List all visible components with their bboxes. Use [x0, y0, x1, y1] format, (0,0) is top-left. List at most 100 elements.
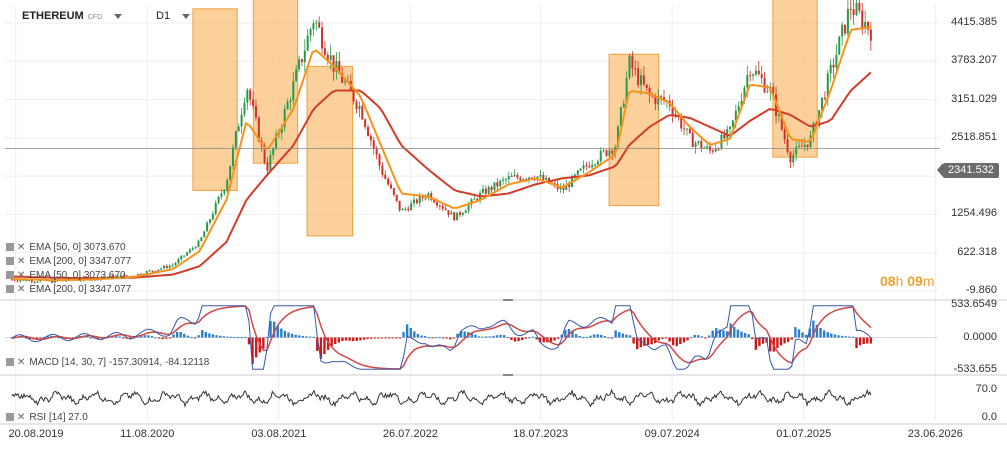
candle-countdown: 08h 09m — [880, 273, 935, 289]
timeframe-selector[interactable]: D1 — [156, 10, 191, 22]
candle-body — [318, 22, 321, 28]
close-icon[interactable]: ✕ — [17, 270, 26, 281]
macd-histogram-bar — [326, 337, 330, 350]
macd-histogram-bar — [377, 337, 380, 339]
macd-histogram-bar — [693, 334, 696, 338]
candle-body — [559, 187, 562, 190]
macd-histogram-bar — [556, 337, 560, 339]
candle-body — [300, 59, 303, 63]
macd-histogram-bar — [790, 337, 793, 340]
candle-body — [829, 64, 832, 74]
macd-histogram-bar — [643, 337, 646, 346]
macd-legend[interactable]: ✕ MACD [14, 30, 7] -157.30914, -84.12118 — [6, 357, 209, 368]
highlight-zone — [192, 8, 238, 191]
macd-histogram-bar — [761, 337, 765, 344]
menu-icon[interactable] — [6, 243, 14, 252]
candle-body — [364, 119, 367, 127]
macd-histogram-bar — [499, 334, 502, 338]
macd-histogram-bar — [449, 337, 452, 340]
candle-body — [772, 86, 775, 95]
candle-body — [208, 219, 211, 223]
macd-histogram-bar — [639, 337, 643, 348]
menu-icon[interactable] — [6, 271, 14, 280]
candle-body — [579, 168, 582, 171]
macd-histogram-bar — [585, 336, 589, 338]
x-tick-label: 20.08.2019 — [8, 428, 64, 440]
x-tick-label: 23.06.2026 — [907, 428, 963, 440]
macd-histogram-bar — [704, 337, 707, 339]
candle-body — [272, 147, 275, 155]
candle-body — [194, 247, 197, 249]
macd-histogram-bar — [251, 337, 254, 365]
macd-histogram-bar — [118, 336, 121, 338]
macd-histogram-bar — [686, 337, 689, 341]
macd-y-tick-label: 533.6549 — [951, 298, 997, 310]
macd-histogram-bar — [201, 330, 204, 338]
menu-icon[interactable] — [6, 413, 14, 422]
candle-body — [723, 134, 726, 139]
candle-body — [800, 145, 803, 147]
candle-body — [691, 133, 694, 147]
macd-histogram-bar — [305, 336, 308, 338]
candle-body — [731, 120, 734, 127]
candle-body — [286, 101, 289, 110]
candle-body — [312, 23, 315, 30]
candle-body — [545, 177, 548, 180]
macd-histogram-bar — [779, 337, 783, 346]
candle-body — [453, 212, 456, 221]
macd-histogram-bar — [226, 336, 229, 338]
rsi-legend[interactable]: ✕ RSI [14] 27.0 — [6, 412, 88, 423]
macd-histogram-bar — [578, 336, 581, 338]
candle-body — [717, 148, 720, 150]
candle-body — [456, 212, 459, 221]
ema-legend-item[interactable]: ✕ EMA [200, 0] 3347.077 — [6, 284, 131, 295]
ema-legend-item[interactable]: ✕ EMA [50, 0] 3073.670 — [6, 242, 126, 253]
macd-histogram-bar — [671, 337, 675, 346]
macd-histogram-bar — [197, 335, 200, 338]
candle-body — [412, 199, 415, 204]
candle-body — [369, 135, 372, 141]
macd-histogram-bar — [172, 334, 175, 338]
close-icon[interactable]: ✕ — [17, 284, 26, 295]
candle-body — [223, 189, 226, 194]
macd-histogram-bar — [211, 334, 215, 338]
macd-histogram-bar — [786, 337, 790, 342]
close-icon[interactable]: ✕ — [17, 412, 26, 423]
ema-legend-item[interactable]: ✕ EMA [200, 0] 3347.077 — [6, 256, 131, 267]
countdown-minutes: 09 — [907, 273, 923, 289]
macd-histogram-bar — [668, 337, 671, 342]
symbol-selector[interactable]: ETHEREUM CFD — [22, 10, 123, 22]
candle-body — [855, 2, 858, 15]
close-icon[interactable]: ✕ — [17, 242, 26, 253]
menu-icon[interactable] — [6, 257, 14, 266]
candle-body — [16, 280, 19, 282]
menu-icon[interactable] — [6, 358, 14, 367]
candle-body — [869, 29, 872, 41]
y-tick-label: 3783.207 — [951, 54, 997, 67]
macd-histogram-bar — [492, 335, 495, 338]
macd-histogram-bar — [438, 336, 441, 338]
candle-body — [211, 213, 214, 220]
candle-body — [441, 206, 444, 209]
candle-body — [539, 175, 542, 177]
macd-histogram-bar — [222, 336, 226, 338]
candle-body — [361, 106, 364, 120]
candle-body — [30, 280, 33, 282]
macd-histogram-bar — [215, 335, 218, 338]
candle-body — [329, 55, 332, 60]
close-icon[interactable]: ✕ — [17, 256, 26, 267]
macd-histogram-bar — [143, 335, 146, 338]
candle-body — [852, 9, 855, 15]
ema-legend-item[interactable]: ✕ EMA [50, 0] 3073.670 — [6, 270, 126, 281]
candle-body — [33, 281, 36, 283]
close-icon[interactable]: ✕ — [17, 357, 26, 368]
macd-histogram-bar — [740, 331, 743, 338]
macd-histogram-bar — [553, 337, 556, 341]
macd-histogram-bar — [294, 334, 297, 338]
candle-body — [214, 202, 217, 214]
menu-icon[interactable] — [6, 285, 14, 294]
macd-histogram-bar — [725, 331, 729, 338]
candle-body — [240, 114, 243, 127]
